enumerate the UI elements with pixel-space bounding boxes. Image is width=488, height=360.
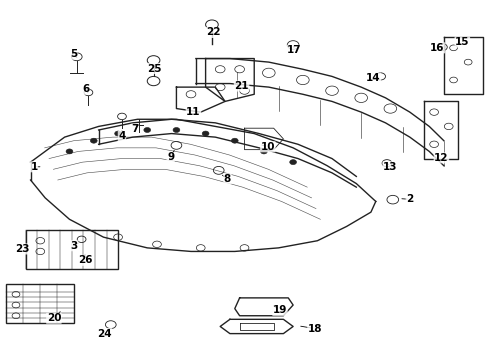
Circle shape xyxy=(202,131,208,136)
Text: 11: 11 xyxy=(186,107,200,117)
Circle shape xyxy=(173,127,180,132)
Circle shape xyxy=(260,149,267,154)
Text: 4: 4 xyxy=(118,131,125,141)
Circle shape xyxy=(231,138,238,143)
Text: 2: 2 xyxy=(406,194,412,204)
Text: 6: 6 xyxy=(82,84,89,94)
Text: 20: 20 xyxy=(46,313,61,323)
Text: 13: 13 xyxy=(382,162,397,172)
Text: 23: 23 xyxy=(15,244,29,254)
Text: 1: 1 xyxy=(30,162,38,172)
Circle shape xyxy=(115,131,121,136)
Text: 9: 9 xyxy=(167,153,174,162)
Text: 26: 26 xyxy=(78,255,92,265)
Text: 15: 15 xyxy=(454,37,468,47)
Circle shape xyxy=(289,159,296,165)
Text: 3: 3 xyxy=(71,241,78,251)
Text: 10: 10 xyxy=(260,142,275,152)
Text: 17: 17 xyxy=(286,45,301,55)
Text: 14: 14 xyxy=(366,73,380,83)
Text: 21: 21 xyxy=(234,81,248,91)
Text: 25: 25 xyxy=(147,64,162,73)
Text: 5: 5 xyxy=(70,49,77,59)
Circle shape xyxy=(66,149,73,154)
Text: 12: 12 xyxy=(433,153,448,163)
Text: 24: 24 xyxy=(97,329,112,339)
Text: 8: 8 xyxy=(224,174,231,184)
Circle shape xyxy=(143,127,150,132)
Circle shape xyxy=(90,138,97,143)
Text: 22: 22 xyxy=(205,27,220,37)
Text: 16: 16 xyxy=(429,43,444,53)
Text: 19: 19 xyxy=(272,305,286,315)
Text: 18: 18 xyxy=(307,324,322,334)
Text: 7: 7 xyxy=(131,124,138,134)
